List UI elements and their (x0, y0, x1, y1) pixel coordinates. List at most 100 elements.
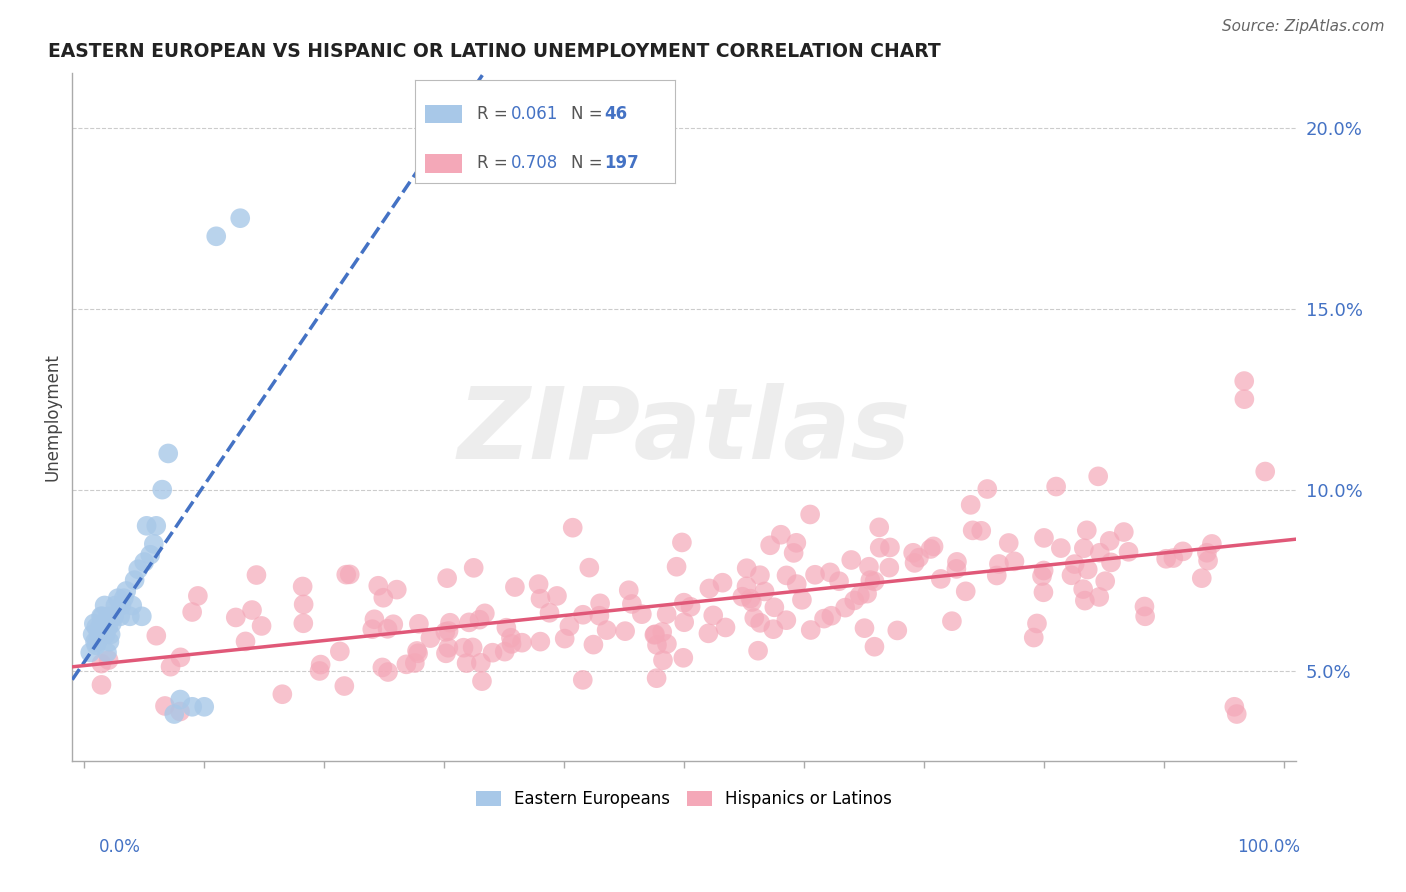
Point (408, 616, 430, 631)
Point (187, 589, 209, 603)
Point (697, 626, 720, 640)
Text: N =: N = (571, 154, 607, 172)
Point (82, 627, 104, 641)
Point (1087, 469, 1109, 483)
Point (538, 606, 561, 620)
Point (104, 599, 127, 613)
Point (229, 211, 252, 226)
Point (181, 699, 204, 714)
Point (671, 535, 693, 549)
Point (363, 612, 385, 626)
Point (83, 616, 105, 631)
Point (886, 624, 908, 638)
Point (1026, 616, 1049, 631)
Point (572, 607, 595, 622)
Point (614, 624, 637, 639)
Point (150, 483, 173, 497)
Text: Source: ZipAtlas.com: Source: ZipAtlas.com (1222, 20, 1385, 34)
Point (329, 644, 352, 658)
Point (153, 698, 176, 713)
Point (90, 657, 112, 671)
Point (1226, 706, 1249, 721)
Point (908, 550, 931, 565)
Y-axis label: Unemployment: Unemployment (44, 353, 60, 481)
Point (946, 555, 969, 569)
Point (679, 599, 702, 614)
Point (631, 607, 654, 622)
Point (1022, 631, 1045, 645)
Point (1233, 392, 1256, 406)
Point (735, 561, 758, 575)
Point (335, 567, 357, 582)
Point (617, 583, 640, 598)
Point (309, 657, 332, 672)
Point (1118, 545, 1140, 559)
Point (406, 644, 429, 658)
Point (292, 598, 315, 612)
Point (1074, 593, 1097, 607)
Point (849, 588, 872, 602)
Text: ZIPatlas: ZIPatlas (457, 383, 911, 480)
Point (863, 640, 886, 654)
Point (101, 616, 124, 631)
Point (546, 589, 568, 603)
Point (131, 609, 153, 624)
Point (775, 568, 797, 582)
Point (439, 615, 461, 630)
Point (1163, 551, 1185, 566)
Point (844, 593, 866, 607)
Point (790, 592, 813, 607)
Point (922, 540, 945, 554)
Point (84, 634, 107, 648)
Point (406, 646, 429, 660)
Point (920, 541, 942, 556)
Point (453, 640, 475, 655)
Point (481, 646, 503, 660)
Point (501, 637, 523, 651)
Point (997, 536, 1019, 550)
Point (193, 699, 215, 714)
Point (959, 498, 981, 512)
Point (1223, 699, 1246, 714)
Point (804, 567, 827, 582)
Point (240, 603, 263, 617)
Point (474, 607, 496, 621)
Text: 0.0%: 0.0% (98, 838, 141, 855)
Point (157, 446, 180, 460)
Point (86, 634, 108, 648)
Point (494, 645, 516, 659)
Point (655, 637, 678, 651)
Point (673, 615, 696, 630)
Point (762, 622, 785, 636)
Point (527, 577, 550, 591)
Point (645, 638, 668, 652)
Point (1004, 554, 1026, 568)
Point (145, 518, 167, 533)
Point (124, 573, 146, 587)
Point (747, 644, 769, 658)
Text: 197: 197 (605, 154, 640, 172)
Point (97, 620, 120, 634)
Point (1088, 590, 1111, 604)
Point (868, 520, 890, 534)
Point (437, 640, 460, 655)
Point (458, 615, 481, 630)
Point (461, 640, 484, 655)
Point (775, 613, 797, 627)
Point (595, 623, 617, 637)
Point (1033, 531, 1056, 545)
Point (93, 599, 115, 613)
Point (84, 620, 107, 634)
Point (291, 580, 314, 594)
Point (470, 656, 492, 670)
Point (419, 631, 441, 645)
Point (665, 559, 688, 574)
Point (529, 634, 551, 648)
Point (135, 518, 157, 533)
Point (110, 599, 132, 613)
Point (955, 584, 977, 599)
Point (169, 705, 191, 719)
Point (869, 541, 891, 555)
Point (159, 659, 181, 673)
Point (561, 521, 583, 535)
